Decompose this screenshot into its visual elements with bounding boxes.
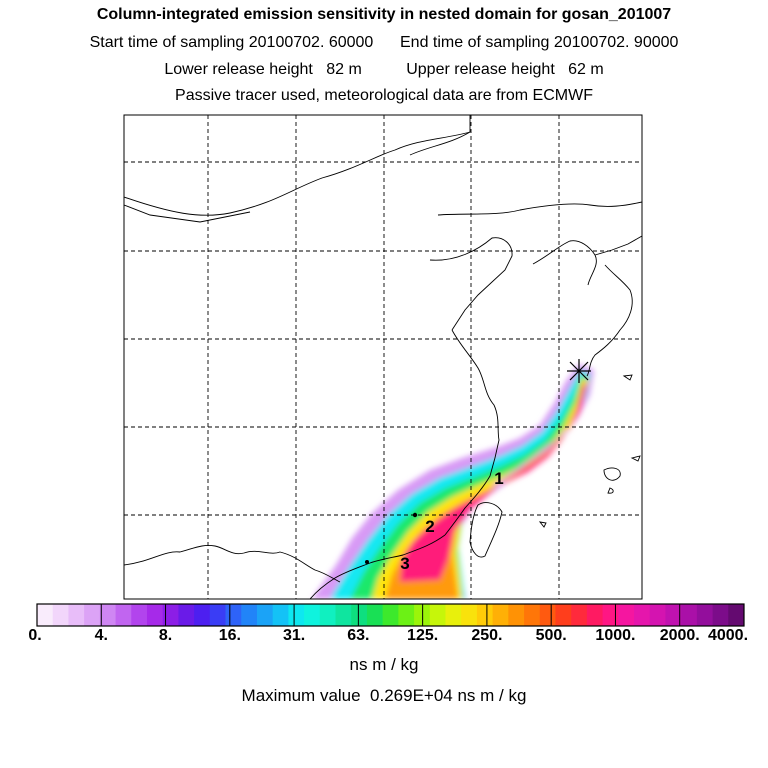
trajectory-label-2: 2 <box>425 517 434 536</box>
legend-swatch <box>335 604 352 626</box>
legend-swatch <box>712 604 729 626</box>
legend-tick-label: 16. <box>218 627 241 644</box>
legend-tick-label: 63. <box>347 627 370 644</box>
legend-swatch <box>115 604 132 626</box>
graticule-grid <box>124 115 642 599</box>
legend-swatch <box>178 604 195 626</box>
legend-swatch <box>586 604 603 626</box>
legend-swatch <box>68 604 85 626</box>
legend-swatch <box>209 604 226 626</box>
legend-swatch <box>681 604 698 626</box>
legend-swatch <box>634 604 651 626</box>
legend-swatch <box>351 604 368 626</box>
legend-swatch <box>146 604 164 626</box>
legend-swatch <box>618 604 635 626</box>
legend-swatch <box>99 604 116 626</box>
legend-tick-label: 1000. <box>595 627 636 644</box>
release-height-info: Lower release height 82 m Upper release … <box>164 61 604 78</box>
legend-swatch <box>696 604 713 626</box>
legend-swatch <box>665 604 682 626</box>
legend-tick-label: 125. <box>407 627 439 644</box>
legend-swatch <box>382 604 399 626</box>
legend-tick-label: 8. <box>158 627 173 644</box>
sampling-time-info: Start time of sampling 20100702. 60000 E… <box>89 34 679 51</box>
legend-tick-label: 500. <box>535 627 567 644</box>
legend-unit-label: ns m / kg <box>349 655 419 674</box>
receptor-star-icon <box>567 359 591 383</box>
legend-swatch <box>414 604 431 626</box>
location-dot <box>412 512 418 518</box>
legend-frame <box>36 603 745 627</box>
legend-swatch <box>272 604 289 626</box>
legend-tick-label: 4000. <box>707 627 749 644</box>
location-dot <box>365 560 369 564</box>
legend-swatch <box>131 604 148 626</box>
legend-swatch <box>524 604 541 626</box>
legend-swatch <box>649 604 666 626</box>
tracer-info: Passive tracer used, meteorological data… <box>175 87 593 104</box>
legend-swatch <box>366 604 384 626</box>
maximum-value-text: Maximum value 0.269E+04 ns m / kg <box>241 686 527 705</box>
legend-swatch <box>476 604 494 626</box>
legend-swatch <box>555 604 572 626</box>
legend-swatch <box>728 604 745 626</box>
legend-swatch <box>571 604 588 626</box>
legend-swatch <box>256 604 274 626</box>
legend-swatch <box>398 604 415 626</box>
legend-swatch <box>304 604 321 626</box>
legend-swatch <box>539 604 556 626</box>
map-title: Column-integrated emission sensitivity i… <box>96 6 672 23</box>
trajectory-label-1: 1 <box>494 469 503 488</box>
coastlines <box>124 115 642 599</box>
legend-swatch <box>37 604 54 626</box>
legend-swatch <box>461 604 478 626</box>
legend-swatch <box>241 604 258 626</box>
plume-field <box>312 364 594 599</box>
legend-swatch <box>508 604 525 626</box>
legend-swatch <box>52 604 69 626</box>
legend-tick-label: 250. <box>471 627 503 644</box>
legend-swatch <box>602 604 619 626</box>
legend-swatch <box>225 604 242 626</box>
legend-swatch <box>445 604 462 626</box>
color-legend-bar <box>37 604 745 626</box>
legend-tick-label: 0. <box>28 627 42 644</box>
legend-swatch <box>194 604 211 626</box>
legend-swatch <box>84 604 101 626</box>
map-frame <box>123 114 643 600</box>
legend-swatch <box>492 604 509 626</box>
legend-tick-label: 2000. <box>659 627 700 644</box>
legend-swatch <box>162 604 179 626</box>
trajectory-label-3: 3 <box>400 554 409 573</box>
legend-swatch <box>288 604 305 626</box>
legend-tick-label: 4. <box>94 627 108 644</box>
legend-swatch <box>429 604 446 626</box>
legend-swatch <box>319 604 336 626</box>
legend-tick-label: 31. <box>282 627 306 644</box>
